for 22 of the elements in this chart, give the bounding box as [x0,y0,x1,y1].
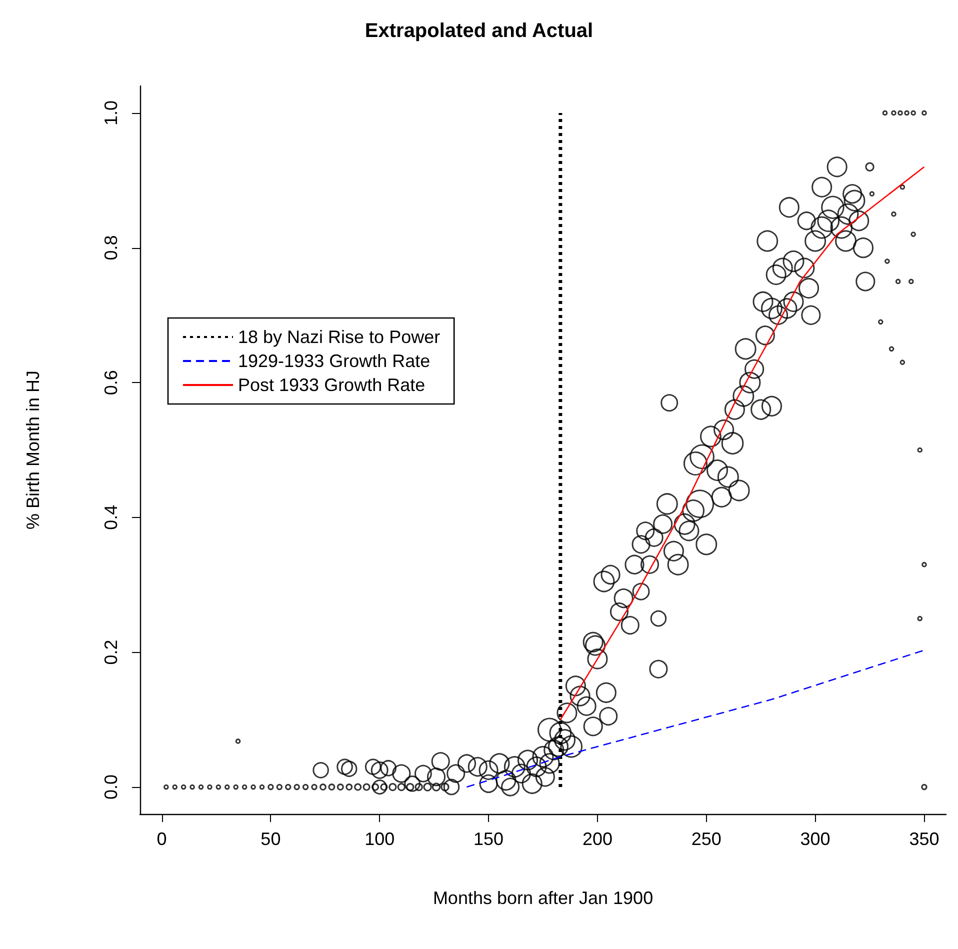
line-series [466,650,925,788]
x-tick-label: 350 [909,829,940,849]
y-tick-label: 0.4 [101,504,121,530]
legend-label: Post 1933 Growth Rate [238,375,426,395]
y-tick-label: 0.0 [101,774,121,800]
legend-label: 18 by Nazi Rise to Power [238,327,440,347]
x-tick-label: 150 [474,829,504,849]
y-axis-title: % Birth Month in HJ [23,370,43,530]
y-tick-label: 0.6 [101,370,121,396]
y-tick-label: 0.8 [101,235,121,260]
x-tick-label: 100 [364,829,395,849]
chart-title: Extrapolated and Actual [364,20,594,42]
x-tick-label: 50 [260,829,281,849]
line-series [560,166,925,720]
y-tick-label: 0.2 [101,640,121,665]
legend-label: 1929-1933 Growth Rate [238,351,430,371]
x-axis-title: Months born after Jan 1900 [432,888,654,908]
y-tick-label: 1.0 [101,100,121,126]
x-tick-label: 0 [156,829,167,849]
x-tick-label: 300 [800,829,830,849]
x-tick-label: 200 [582,829,612,849]
x-tick-label: 250 [691,829,722,849]
